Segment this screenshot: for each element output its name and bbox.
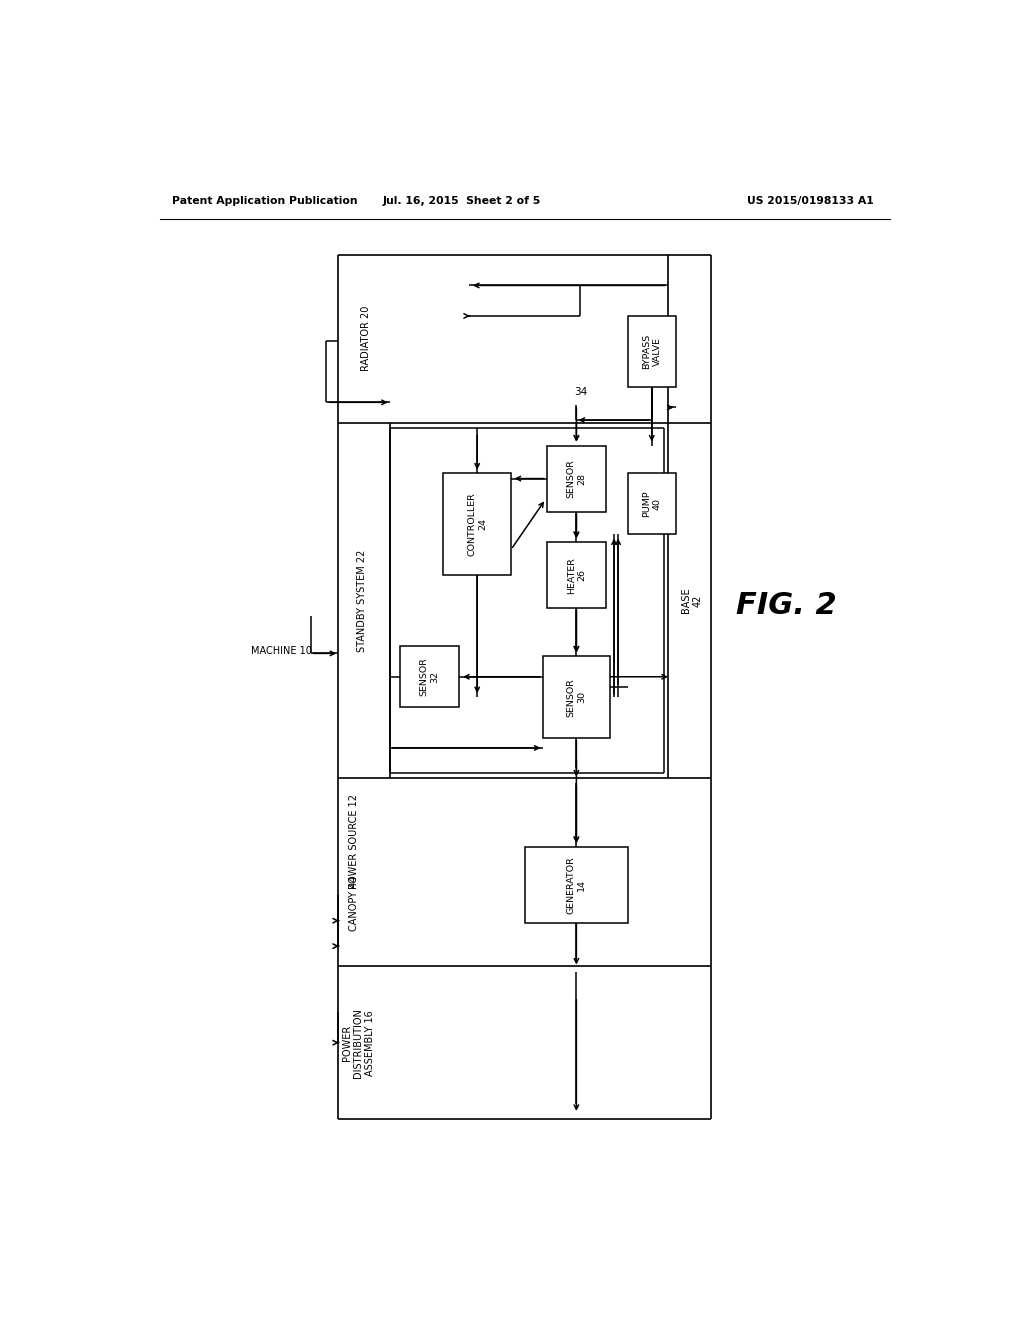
Text: Jul. 16, 2015  Sheet 2 of 5: Jul. 16, 2015 Sheet 2 of 5 [382, 197, 541, 206]
Text: SENSOR
32: SENSOR 32 [420, 657, 439, 696]
Text: BASE
42: BASE 42 [681, 587, 702, 614]
FancyBboxPatch shape [543, 656, 610, 738]
Text: FIG. 2: FIG. 2 [736, 591, 837, 620]
FancyBboxPatch shape [628, 474, 676, 535]
FancyBboxPatch shape [399, 647, 460, 708]
Text: PUMP
40: PUMP 40 [642, 491, 662, 517]
Text: SENSOR
30: SENSOR 30 [566, 677, 586, 717]
FancyBboxPatch shape [547, 446, 606, 512]
FancyBboxPatch shape [547, 543, 606, 609]
Text: POWER SOURCE 12: POWER SOURCE 12 [349, 795, 359, 890]
Text: SENSOR
28: SENSOR 28 [566, 459, 586, 498]
Text: CONTROLLER
24: CONTROLLER 24 [468, 492, 486, 556]
Text: GENERATOR
14: GENERATOR 14 [566, 857, 586, 913]
Text: CANOPY 44: CANOPY 44 [349, 875, 359, 931]
Text: BYPASS
VALVE: BYPASS VALVE [642, 334, 662, 370]
Text: MACHINE 10: MACHINE 10 [251, 647, 312, 656]
Text: US 2015/0198133 A1: US 2015/0198133 A1 [748, 197, 873, 206]
Text: RADIATOR 20: RADIATOR 20 [361, 306, 371, 371]
FancyBboxPatch shape [628, 315, 676, 387]
FancyBboxPatch shape [443, 474, 511, 576]
Text: HEATER
26: HEATER 26 [566, 557, 586, 594]
Text: 34: 34 [573, 387, 587, 397]
Text: POWER
DISTRIBUTION
ASSEMBLY 16: POWER DISTRIBUTION ASSEMBLY 16 [342, 1007, 375, 1077]
FancyBboxPatch shape [524, 847, 628, 923]
Text: STANDBY SYSTEM 22: STANDBY SYSTEM 22 [357, 549, 368, 652]
Text: Patent Application Publication: Patent Application Publication [172, 197, 357, 206]
